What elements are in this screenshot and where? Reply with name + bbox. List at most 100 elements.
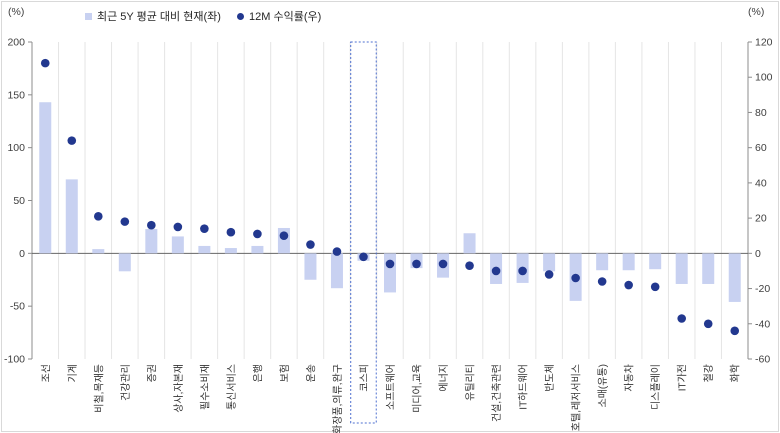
category-label-유틸리티: 유틸리티 bbox=[464, 364, 477, 401]
category-label-화장품,의류,완구: 화장품,의류,완구 bbox=[332, 364, 344, 433]
category-label-IT하드웨어: IT하드웨어 bbox=[517, 364, 530, 410]
bar-series-marker-icon bbox=[85, 12, 92, 20]
dot-IT가전 bbox=[677, 314, 687, 323]
category-label-은행: 은행 bbox=[252, 364, 264, 382]
right-axis-tick-label: 80 bbox=[755, 107, 767, 119]
bar-반도체 bbox=[543, 253, 556, 272]
category-label-운송: 운송 bbox=[305, 364, 317, 382]
category-label-호텔,레저서비스: 호텔,레저서비스 bbox=[571, 364, 583, 431]
bar-소프트웨어 bbox=[384, 253, 396, 293]
dot-철강 bbox=[703, 319, 713, 329]
dot-자동차 bbox=[624, 280, 633, 290]
bar-은행 bbox=[251, 245, 264, 254]
dot-건강관리 bbox=[120, 217, 130, 226]
bar-비철,목재등 bbox=[92, 249, 105, 254]
legend-item-bar-series: 최근 5Y 평균 대비 현재(좌) bbox=[85, 8, 221, 24]
category-label-비철,목재등: 비철,목재등 bbox=[93, 364, 105, 413]
category-label-상사,자본재: 상사,자본재 bbox=[173, 364, 185, 413]
dot-화학 bbox=[730, 326, 740, 336]
legend: 최근 5Y 평균 대비 현재(좌) 12M 수익률(우) bbox=[0, 8, 780, 26]
category-label-증권: 증권 bbox=[146, 364, 158, 382]
dot-series-marker-icon bbox=[237, 12, 244, 20]
bar-철강 bbox=[702, 253, 715, 284]
dot-호텔,레저서비스 bbox=[571, 273, 580, 283]
category-label-필수소비재: 필수소비재 bbox=[199, 364, 211, 410]
right-axis-unit-label: (%) bbox=[748, 6, 765, 18]
category-label-소매(유통): 소매(유통) bbox=[597, 364, 609, 407]
left-axis-tick-label: 50 bbox=[13, 195, 25, 207]
right-axis-tick-label: 120 bbox=[755, 37, 773, 49]
category-label-조선: 조선 bbox=[40, 364, 52, 382]
category-label-건설,건축관련: 건설,건축관련 bbox=[491, 364, 503, 422]
right-axis-tick-label: 60 bbox=[755, 142, 767, 154]
bar-소매(유통) bbox=[596, 253, 609, 271]
bar-상사,자본재 bbox=[171, 236, 184, 254]
dot-소매(유통) bbox=[597, 277, 607, 286]
right-axis-tick-label: 0 bbox=[755, 248, 761, 260]
bar-통신서비스 bbox=[224, 248, 237, 254]
kospi-highlight-box bbox=[350, 41, 377, 424]
bar-유틸리티 bbox=[463, 233, 476, 254]
dot-유틸리티 bbox=[465, 261, 474, 270]
category-label-코스피: 코스피 bbox=[358, 364, 370, 392]
legend-bar-label: 최근 5Y 평균 대비 현재(좌) bbox=[97, 11, 221, 23]
bar-화학 bbox=[728, 253, 741, 302]
left-axis-tick-label: 200 bbox=[7, 37, 25, 49]
category-label-반도체: 반도체 bbox=[544, 364, 556, 392]
bar-필수소비재 bbox=[198, 245, 211, 254]
bar-IT가전 bbox=[675, 253, 688, 284]
right-axis-tick-label: 100 bbox=[755, 72, 773, 84]
dot-은행 bbox=[253, 229, 262, 239]
dot-운송 bbox=[306, 240, 315, 249]
category-label-통신서비스: 통신서비스 bbox=[226, 364, 238, 410]
dot-미디어,교육 bbox=[412, 259, 421, 269]
legend-dot-label: 12M 수익률(우) bbox=[249, 11, 322, 23]
dot-디스플레이 bbox=[650, 282, 660, 292]
category-label-미디어,교육: 미디어,교육 bbox=[412, 364, 424, 413]
category-label-보험: 보험 bbox=[279, 364, 291, 382]
category-label-에너지: 에너지 bbox=[438, 364, 450, 392]
left-axis-tick-label: 0 bbox=[19, 248, 25, 260]
bar-운송 bbox=[304, 253, 317, 280]
left-axis-tick-label: 100 bbox=[7, 142, 25, 154]
dot-화장품,의류,완구 bbox=[332, 247, 342, 256]
category-label-소프트웨어: 소프트웨어 bbox=[385, 364, 397, 410]
bar-건강관리 bbox=[118, 253, 131, 272]
dot-건설,건축관련 bbox=[491, 266, 501, 276]
category-label-건강관리: 건강관리 bbox=[120, 364, 132, 401]
right-axis-tick-label: 40 bbox=[755, 177, 767, 189]
category-label-화학: 화학 bbox=[730, 364, 742, 382]
dot-IT하드웨어 bbox=[518, 266, 527, 276]
left-axis-tick-label: -100 bbox=[4, 354, 25, 366]
dot-증권 bbox=[147, 220, 156, 230]
bar-화장품,의류,완구 bbox=[330, 253, 343, 289]
bar-자동차 bbox=[622, 253, 635, 271]
dot-반도체 bbox=[544, 270, 554, 279]
right-axis-tick-label: -40 bbox=[755, 318, 770, 330]
bar-조선 bbox=[39, 102, 52, 254]
right-axis-tick-label: 20 bbox=[755, 213, 767, 225]
dot-코스피 bbox=[359, 252, 368, 262]
category-label-철강: 철강 bbox=[703, 364, 715, 382]
category-label-자동차: 자동차 bbox=[624, 364, 636, 392]
left-axis-tick-label: 150 bbox=[7, 89, 25, 101]
dot-비철,목재등 bbox=[93, 212, 103, 221]
dot-기계 bbox=[67, 136, 77, 145]
dot-에너지 bbox=[438, 259, 448, 269]
bar-증권 bbox=[145, 229, 158, 254]
bar-디스플레이 bbox=[649, 253, 662, 270]
dot-상사,자본재 bbox=[173, 222, 183, 232]
dot-보험 bbox=[279, 231, 289, 241]
category-label-디스플레이: 디스플레이 bbox=[650, 364, 662, 410]
category-label-기계: 기계 bbox=[67, 364, 79, 382]
legend-item-dot-series: 12M 수익률(우) bbox=[237, 8, 321, 24]
dot-소프트웨어 bbox=[385, 259, 395, 269]
dot-조선 bbox=[40, 58, 50, 68]
dot-통신서비스 bbox=[226, 227, 236, 237]
left-axis-tick-label: -50 bbox=[10, 301, 25, 313]
right-axis-tick-label: -20 bbox=[755, 283, 770, 295]
dot-필수소비재 bbox=[200, 224, 209, 233]
bar-기계 bbox=[65, 179, 78, 254]
